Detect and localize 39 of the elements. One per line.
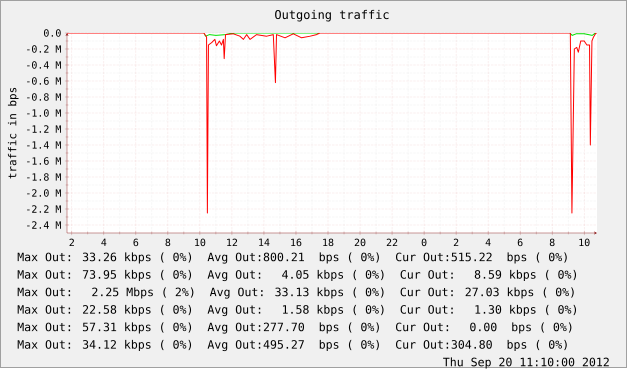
x-tick-label: 4 [486, 238, 491, 246]
text: Max Out: 22.58 kbps ( 0%) Avg Out: 1.58 kbps ( 0%) Cur Out: 1.30 kbps ( 0%) [18, 305, 576, 316]
y-tick-label: -2.2 M [27, 205, 61, 213]
x-tick-label: 14 [259, 238, 270, 246]
text: Max Out: 57.31 kbps ( 0%) Avg Out:277.70 bps ( 0%) Cur Out: 0.00 bps ( 0%) [18, 322, 572, 334]
x-tick-label: 8 [166, 238, 170, 246]
x-tick-label: 12 [227, 238, 238, 246]
x-tick-label: 6 [134, 238, 138, 246]
y-tick-label: -1.2 M [27, 125, 61, 133]
x-tick-label: 10 [195, 238, 206, 246]
y-tick-label: -2.0 M [27, 189, 61, 197]
y-tick-label: -1.6 M [27, 157, 61, 165]
text: Max Out: 33.26 kbps ( 0%) Avg Out:800.21 bps ( 0%) Cur Out:515.22 bps ( 0%) [18, 252, 567, 264]
text: Max Out: 34.12 kbps ( 0%) Avg Out:495.27 bps ( 0%) Cur Out:304.80 bps ( 0%) [18, 340, 567, 352]
x-tick-label: 0 [422, 238, 426, 246]
text: Max Out: 73.95 kbps ( 0%) Avg Out: 4.05 kbps ( 0%) Cur Out: 8.59 kbps ( 0%) [18, 270, 576, 282]
y-tick-label: -0.4 M [27, 61, 61, 69]
y-tick-label: -1.8 M [27, 173, 61, 181]
chart-title: Outgoing traffic [275, 10, 389, 22]
x-tick-label: 18 [323, 238, 334, 246]
x-tick-label: 8 [550, 238, 555, 246]
x-tick-label: 16 [291, 238, 302, 246]
x-tick-label: 2 [454, 238, 458, 246]
x-tick-label: 10 [579, 238, 590, 246]
y-tick-label: -0.6 M [27, 77, 61, 85]
y-tick-label: -0.2 M [27, 45, 61, 53]
y-tick-label: -1.4 M [27, 142, 61, 149]
x-tick-label: 4 [101, 238, 106, 246]
text: Max Out: 2.25 Mbps ( 2%) Avg Out: 33.13 kbps ( 0%) Cur Out: 27.03 kbps ( 0%) [18, 288, 574, 299]
y-axis-title: traffic in bps [8, 88, 19, 179]
text: Thu Sep 20 11:10:00 2012 [443, 358, 609, 369]
y-tick-label: -2.4 M [27, 221, 61, 229]
x-tick-label: 2 [70, 238, 74, 246]
x-tick-label: 20 [354, 238, 366, 246]
x-tick-label: 22 [386, 238, 398, 246]
x-tick-label: 6 [518, 238, 523, 246]
y-tick-label: -0.8 M [27, 93, 61, 101]
y-tick-label: -1.0 M [27, 109, 61, 117]
y-tick-label: 0.0 [44, 29, 61, 37]
